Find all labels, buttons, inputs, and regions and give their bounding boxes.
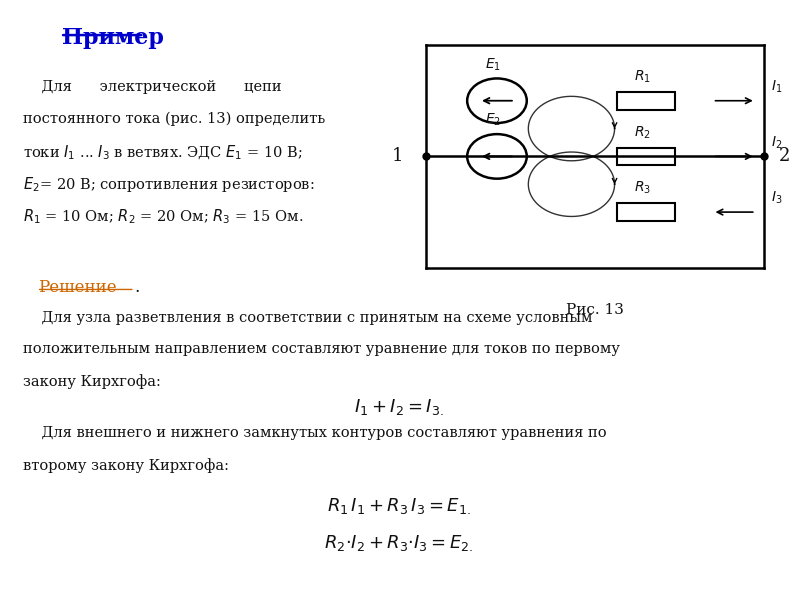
Text: постоянного тока (рис. 13) определить: постоянного тока (рис. 13) определить — [22, 112, 325, 126]
Text: Решение: Решение — [38, 280, 117, 296]
Text: Для      электрической      цепи: Для электрической цепи — [22, 80, 282, 94]
Text: $\mathit{R}_2{\cdot}\mathit{I}_2 + \mathit{R}_3{\cdot}\mathit{I}_3 = \mathit{E}_: $\mathit{R}_2{\cdot}\mathit{I}_2 + \math… — [324, 533, 474, 553]
Text: 2: 2 — [779, 148, 790, 166]
Text: $\mathit{R}_2$: $\mathit{R}_2$ — [634, 124, 650, 140]
Text: $\mathit{R}_3$: $\mathit{R}_3$ — [634, 180, 650, 196]
Text: .: . — [134, 280, 140, 296]
Bar — [617, 148, 675, 165]
Text: 1: 1 — [391, 148, 403, 166]
Text: $\mathit{R}_1$ = 10 Ом; $\mathit{R}_2$ = 20 Ом; $\mathit{R}_3$ = 15 Ом.: $\mathit{R}_1$ = 10 Ом; $\mathit{R}_2$ =… — [22, 207, 303, 226]
Text: положительным направлением составляют уравнение для токов по первому: положительным направлением составляют ур… — [22, 342, 620, 356]
Bar — [617, 203, 675, 221]
Text: Для внешнего и нижнего замкнутых контуров составляют уравнения по: Для внешнего и нижнего замкнутых контуро… — [22, 426, 606, 440]
Text: $\mathit{I}_1 + \mathit{I}_2 = \mathit{I}_{3.}$: $\mathit{I}_1 + \mathit{I}_2 = \mathit{I… — [354, 397, 444, 417]
Text: токи $\mathit{I}_1$ ... $\mathit{I}_3$ в ветвях. ЭДС $\mathit{E}_1$ = 10 В;: токи $\mathit{I}_1$ ... $\mathit{I}_3$ в… — [22, 143, 302, 162]
Text: $\mathit{I}_1$: $\mathit{I}_1$ — [771, 79, 782, 95]
Text: Пример: Пример — [62, 28, 164, 49]
Text: $\mathit{E}_2$= 20 В; сопротивления резисторов:: $\mathit{E}_2$= 20 В; сопротивления рези… — [22, 175, 314, 194]
Text: второму закону Кирхгофа:: второму закону Кирхгофа: — [22, 458, 229, 473]
Text: $\mathit{E}_1$: $\mathit{E}_1$ — [485, 56, 501, 73]
Text: Для узла разветвления в соответствии с принятым на схеме условным: Для узла разветвления в соответствии с п… — [22, 311, 592, 325]
Text: Рис. 13: Рис. 13 — [566, 303, 624, 317]
Text: закону Кирхгофа:: закону Кирхгофа: — [22, 374, 161, 389]
Bar — [617, 92, 675, 110]
Text: $\mathit{R}_1\,\mathit{I}_1 + \mathit{R}_3\,\mathit{I}_3 = \mathit{E}_{1.}$: $\mathit{R}_1\,\mathit{I}_1 + \mathit{R}… — [327, 496, 471, 517]
Text: $\mathit{R}_1$: $\mathit{R}_1$ — [634, 68, 650, 85]
Text: $\mathit{I}_2$: $\mathit{I}_2$ — [771, 134, 782, 151]
Text: $\mathit{I}_3$: $\mathit{I}_3$ — [771, 190, 783, 206]
Text: $\mathit{E}_2$: $\mathit{E}_2$ — [485, 112, 501, 128]
